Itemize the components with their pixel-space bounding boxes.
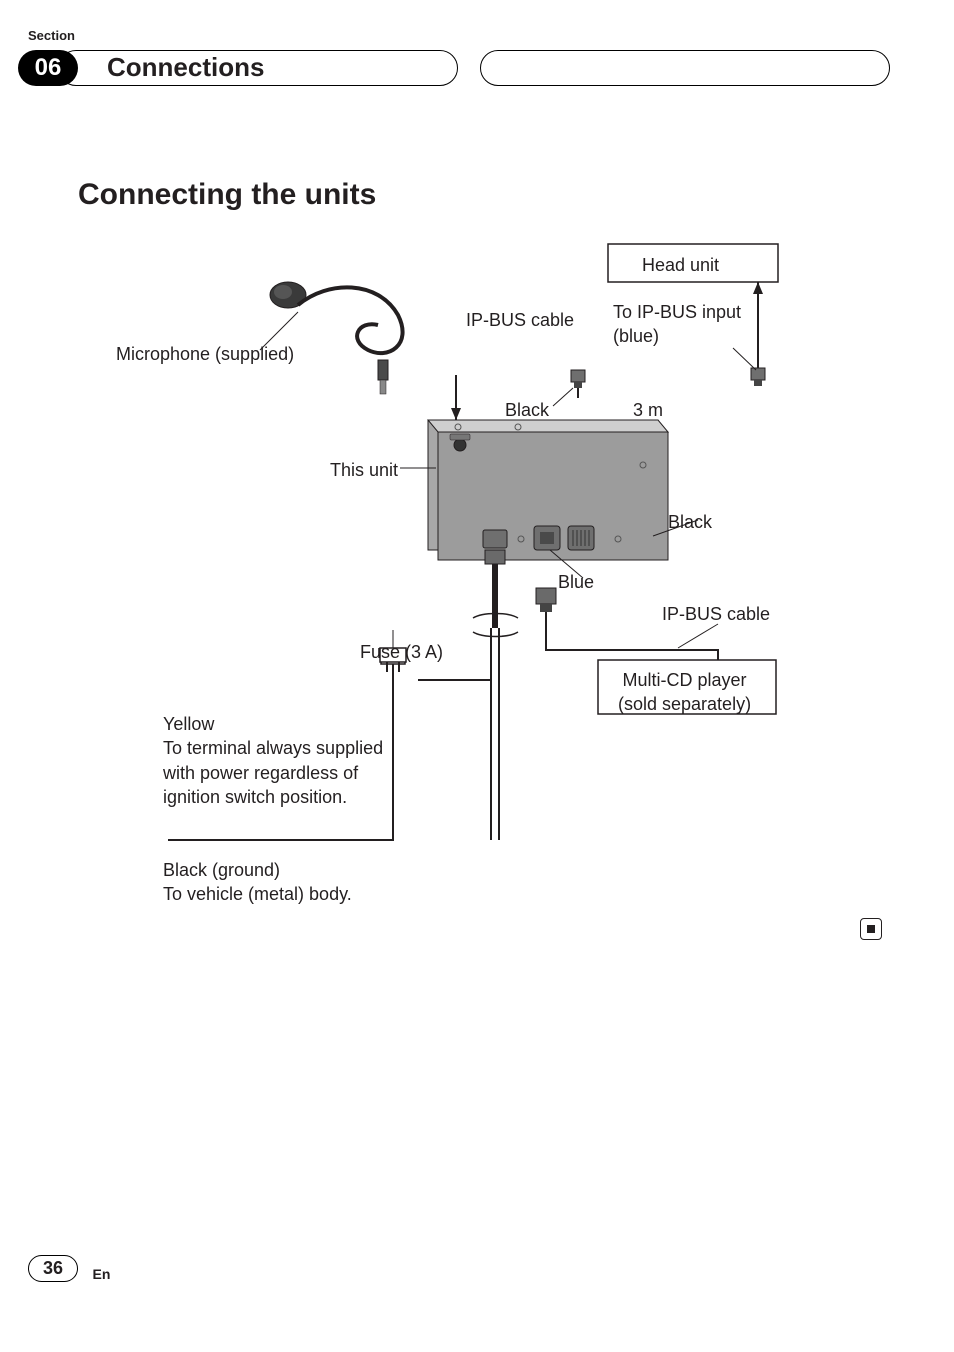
section-label: Section xyxy=(28,28,75,43)
page-header: 06 Connections xyxy=(18,50,894,90)
page-number: 36 xyxy=(28,1255,78,1282)
label-ipbus-cable-top: IP-BUS cable xyxy=(466,308,574,332)
language-code: En xyxy=(92,1266,110,1282)
header-right-pill xyxy=(480,50,890,86)
connection-diagram: Head unit IP-BUS cable To IP-BUS input (… xyxy=(78,220,878,940)
label-black-right: Black xyxy=(668,510,712,534)
label-multi-cd: Multi-CD player (sold separately) xyxy=(618,668,751,717)
section-number-badge: 06 xyxy=(18,50,78,86)
chapter-title-pill: Connections xyxy=(58,50,458,86)
label-3m: 3 m xyxy=(633,398,663,422)
label-microphone: Microphone (supplied) xyxy=(116,342,294,366)
label-blue: Blue xyxy=(558,570,594,594)
label-black-top: Black xyxy=(505,398,549,422)
page-footer: 36 En xyxy=(28,1255,110,1282)
label-to-ipbus-input: To IP-BUS input (blue) xyxy=(613,300,741,349)
label-black-ground: Black (ground) To vehicle (metal) body. xyxy=(163,858,352,907)
page-title: Connecting the units xyxy=(78,178,376,212)
end-of-section-icon xyxy=(860,918,882,940)
label-ipbus-cable-right: IP-BUS cable xyxy=(662,602,770,626)
label-this-unit: This unit xyxy=(330,458,398,482)
label-head-unit: Head unit xyxy=(642,253,719,277)
label-yellow: Yellow To terminal always supplied with … xyxy=(163,712,383,809)
label-fuse: Fuse (3 A) xyxy=(360,640,443,664)
